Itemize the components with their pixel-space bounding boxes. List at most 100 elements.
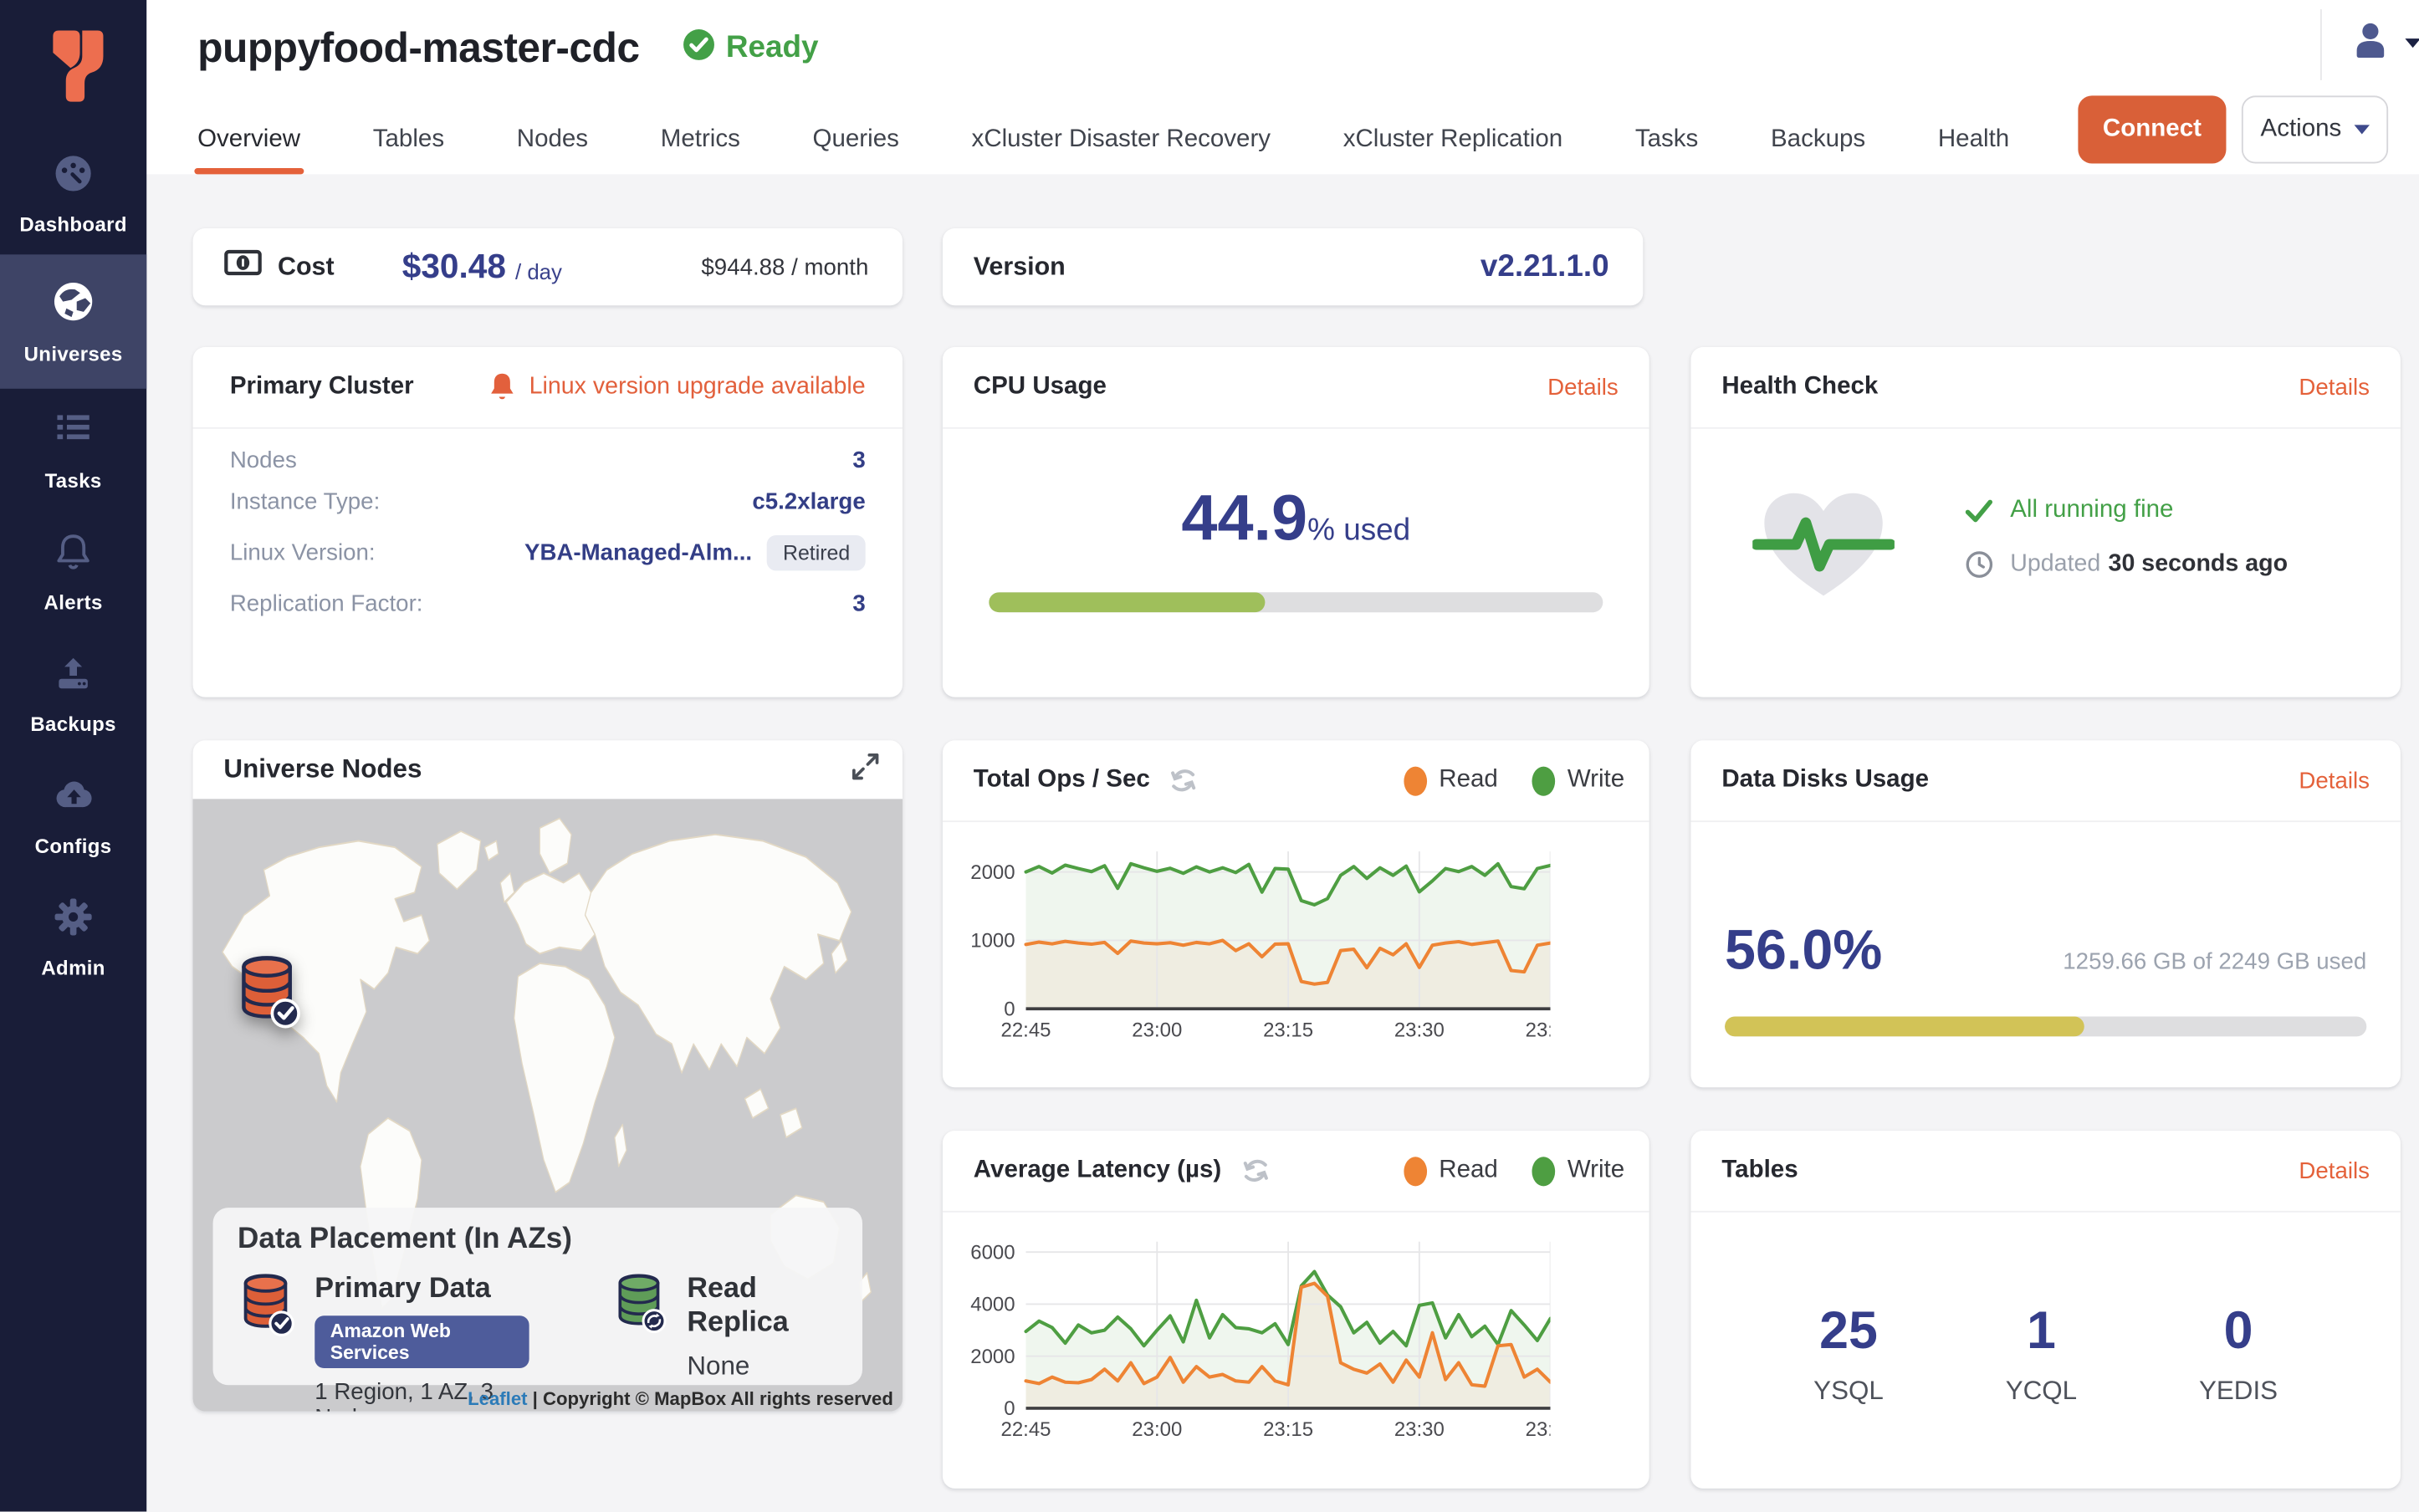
- health-check-card: Health Check Details All running fine: [1690, 346, 2401, 697]
- row-label: Nodes: [229, 447, 297, 474]
- sidebar-item-label: Universes: [23, 342, 123, 366]
- primary-data-detail: 1 Region, 1 AZ, 3 Nodes: [315, 1378, 494, 1412]
- task-list-icon: [53, 409, 95, 458]
- tab-overview[interactable]: Overview: [194, 126, 304, 175]
- cluster-row-linux-version: Linux Version: YBA-Managed-Alm... Retire…: [193, 535, 903, 571]
- title-row: puppyfood-master-cdc Ready: [197, 13, 818, 84]
- refresh-icon[interactable]: [1241, 1157, 1269, 1184]
- status-label: Ready: [725, 29, 819, 64]
- svg-text:2000: 2000: [970, 861, 1015, 884]
- tab-backups[interactable]: Backups: [1770, 126, 1866, 153]
- sidebar-item-universes[interactable]: Universes: [0, 254, 147, 389]
- map-attribution: Leaflet | Copyright © MapBox All rights …: [468, 1388, 893, 1410]
- sidebar-item-configs[interactable]: Configs: [0, 754, 146, 876]
- health-details-link[interactable]: Details: [2299, 374, 2370, 401]
- gear-icon: [53, 896, 95, 946]
- primary-data-marker-icon[interactable]: [233, 953, 304, 1038]
- linux-upgrade-alert[interactable]: Linux version upgrade available: [488, 371, 866, 402]
- sidebar-item-backups[interactable]: Backups: [0, 632, 146, 754]
- backup-upload-icon: [53, 652, 95, 702]
- row-label: Linux Version:: [229, 539, 376, 566]
- svg-text:23:30: 23:30: [1394, 1418, 1445, 1441]
- status-badge: Ready: [681, 27, 819, 69]
- cpu-details-link[interactable]: Details: [1547, 374, 1619, 401]
- sidebar-item-admin[interactable]: Admin: [0, 876, 146, 999]
- cost-card: Cost $30.48 / day $944.88 / month: [192, 227, 903, 306]
- actions-button[interactable]: Actions: [2241, 95, 2389, 164]
- tab-tables[interactable]: Tables: [372, 126, 445, 153]
- row-value: 3: [852, 447, 866, 474]
- cash-icon: [223, 243, 262, 289]
- version-value: v2.21.1.0: [1480, 248, 1609, 284]
- dashboard-gauge-icon: [53, 153, 95, 202]
- count-value: 0: [2223, 1301, 2253, 1361]
- count-value: 25: [1819, 1301, 1878, 1361]
- health-status-line: All running fine: [1965, 497, 2288, 524]
- sidebar-item-alerts[interactable]: Alerts: [0, 510, 146, 632]
- chevron-down-icon: [2405, 38, 2419, 49]
- actions-label: Actions: [2260, 115, 2342, 142]
- yugabyte-logo[interactable]: [0, 0, 146, 133]
- expand-icon[interactable]: [850, 750, 881, 789]
- svg-text:23:15: 23:15: [1263, 1019, 1313, 1041]
- sidebar-item-label: Configs: [34, 834, 112, 858]
- connect-button[interactable]: Connect: [2078, 95, 2227, 164]
- table-count-yedis: 0 YEDIS: [2199, 1302, 2278, 1407]
- count-label: YEDIS: [2198, 1376, 2278, 1406]
- svg-text:22:45: 22:45: [1001, 1418, 1051, 1441]
- row-value: 3: [852, 590, 866, 617]
- data-placement-panel: Data Placement (In AZs): [212, 1208, 863, 1412]
- legend-read-label: Read: [1439, 1157, 1498, 1183]
- leaflet-link[interactable]: Leaflet: [468, 1387, 528, 1410]
- cpu-progress-fill: [989, 592, 1265, 613]
- provider-badge: Amazon Web Services: [315, 1315, 530, 1368]
- disks-details-link[interactable]: Details: [2299, 767, 2370, 794]
- data-disks-title: Data Disks Usage: [1721, 766, 1930, 794]
- total-ops-chart: 0 1000 2000 22:45 23:00 23:15 23:30 23:45: [958, 833, 1551, 1049]
- sidebar-item-tasks[interactable]: Tasks: [0, 389, 146, 511]
- tab-tasks[interactable]: Tasks: [1634, 126, 1699, 153]
- sidebar-item-label: Backups: [30, 713, 116, 736]
- svg-text:0: 0: [1004, 1397, 1015, 1420]
- tab-xcluster-dr[interactable]: xCluster Disaster Recovery: [971, 126, 1271, 153]
- check-icon: [1965, 498, 1993, 522]
- health-updated-line: Updated 30 seconds ago: [1966, 550, 2288, 578]
- chart-legend: Read Write: [1403, 765, 1624, 795]
- sidebar-item-dashboard[interactable]: Dashboard: [0, 133, 146, 255]
- cluster-row-nodes: Nodes 3: [193, 447, 903, 473]
- legend-write: Write: [1532, 1156, 1625, 1186]
- tab-metrics[interactable]: Metrics: [660, 126, 740, 153]
- total-ops-title: Total Ops / Sec: [973, 766, 1150, 794]
- globe-icon: [51, 279, 95, 332]
- cost-title: Cost: [277, 252, 335, 280]
- universe-nodes-title: Universe Nodes: [223, 753, 422, 784]
- health-check-title: Health Check: [1721, 373, 1879, 400]
- primary-cluster-title: Primary Cluster: [229, 373, 414, 400]
- primary-cluster-card: Primary Cluster Linux version upgrade av…: [192, 346, 903, 697]
- table-count-ysql: 25 YSQL: [1813, 1302, 1884, 1407]
- tables-details-link[interactable]: Details: [2299, 1157, 2370, 1184]
- read-dot-icon: [1403, 765, 1427, 795]
- refresh-icon[interactable]: [1170, 767, 1198, 794]
- legend-write-label: Write: [1567, 1157, 1625, 1183]
- tab-xcluster-replication[interactable]: xCluster Replication: [1342, 126, 1563, 153]
- tab-health[interactable]: Health: [1937, 126, 2010, 153]
- row-label: Replication Factor:: [229, 590, 423, 617]
- retired-badge: Retired: [767, 535, 866, 571]
- svg-text:23:30: 23:30: [1394, 1019, 1445, 1041]
- row-value: c5.2xlarge: [752, 488, 866, 516]
- tab-nodes[interactable]: Nodes: [516, 126, 589, 153]
- cost-per-day: $30.48: [401, 247, 506, 286]
- world-map[interactable]: Data Placement (In AZs): [192, 799, 903, 1412]
- user-menu[interactable]: [2350, 18, 2419, 68]
- disk-percent: 56.0%: [1725, 917, 1883, 982]
- tab-queries[interactable]: Queries: [812, 126, 899, 153]
- check-circle-icon: [681, 27, 715, 69]
- svg-text:23:00: 23:00: [1132, 1019, 1182, 1041]
- data-disks-card: Data Disks Usage Details 56.0% 1259.66 G…: [1690, 740, 2401, 1088]
- cost-per-day-suffix: / day: [514, 258, 562, 284]
- cpu-usage-card: CPU Usage Details 44.9% used: [942, 346, 1649, 697]
- sidebar-item-label: Alerts: [43, 590, 103, 615]
- read-replica-label: Read Replica: [687, 1270, 789, 1338]
